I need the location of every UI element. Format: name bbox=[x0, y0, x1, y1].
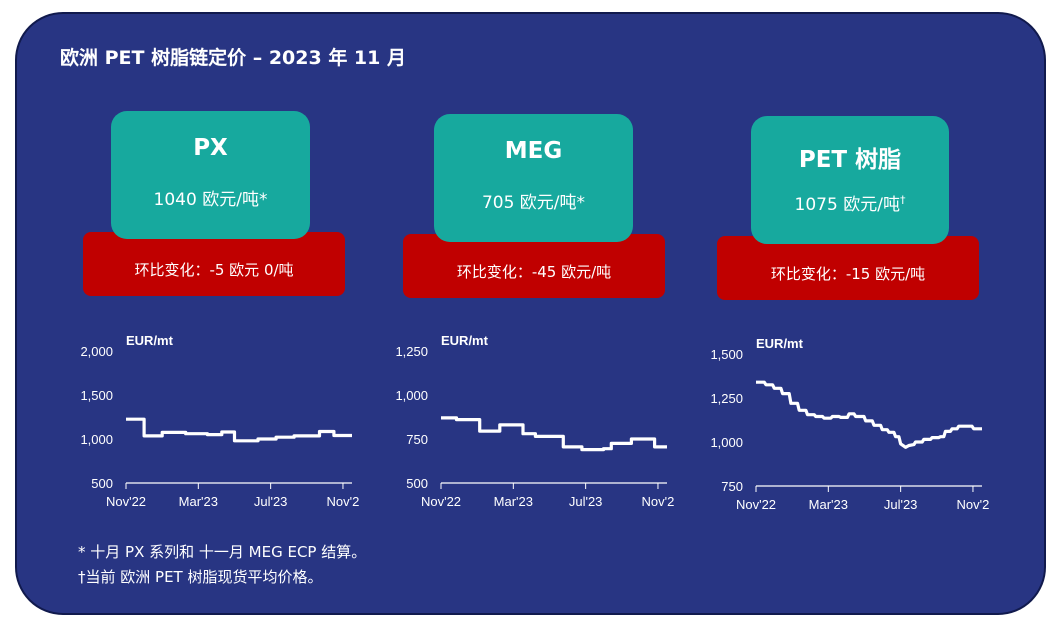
meg-price-chart: EUR/mt 500 750 1,000 1,250 Nov'22 Mar'23 Jul'23… bbox=[395, 333, 675, 509]
x-tick-label: Nov'22 bbox=[421, 494, 461, 509]
y-tick-label: 1,000 bbox=[710, 435, 743, 450]
x-tick-label: Jul'23 bbox=[254, 494, 288, 509]
y-tick-label: 750 bbox=[721, 479, 743, 494]
x-tick-label: Nov'22 bbox=[736, 497, 776, 512]
meg-change-text: 环比变化：-45 欧元/吨 bbox=[456, 263, 612, 281]
y-tick-label: 500 bbox=[91, 476, 113, 491]
price-series-line bbox=[126, 417, 352, 443]
pet-name: PET 树脂 bbox=[798, 147, 902, 173]
x-tick-label: Nov'2 bbox=[642, 494, 675, 509]
meg-name: MEG bbox=[504, 138, 563, 164]
y-tick-label: 1,000 bbox=[395, 388, 428, 403]
x-tick-label: Nov'2 bbox=[957, 497, 990, 512]
x-tick-label: Nov'2 bbox=[327, 494, 360, 509]
page-title: 欧洲 PET 树脂链定价 – 2023 年 11 月 bbox=[60, 47, 406, 69]
px-change-box: 环比变化：-5 欧元 0/吨 bbox=[83, 232, 345, 296]
x-tick-label: Nov'22 bbox=[106, 494, 146, 509]
y-tick-label: 750 bbox=[406, 432, 428, 447]
pet-price-card: PET 树脂 1075 欧元/吨† bbox=[751, 116, 949, 244]
px-price-chart: EUR/mt 500 1,000 1,500 2,000 Nov'22 Mar'23 Jul'… bbox=[80, 333, 360, 509]
px-price-card: PX 1040 欧元/吨* bbox=[111, 111, 310, 239]
footnote-1: * 十月 PX 系列和 十一月 MEG ECP 结算。 bbox=[78, 543, 367, 561]
x-tick-label: Jul'23 bbox=[569, 494, 603, 509]
pet-change-text: 环比变化：-15 欧元/吨 bbox=[770, 265, 926, 283]
y-axis-unit: EUR/mt bbox=[126, 333, 174, 348]
y-tick-label: 500 bbox=[406, 476, 428, 491]
y-tick-label: 1,500 bbox=[710, 347, 743, 362]
meg-price-card: MEG 705 欧元/吨* bbox=[434, 114, 633, 242]
meg-price: 705 欧元/吨* bbox=[434, 188, 633, 213]
x-tick-label: Mar'23 bbox=[809, 497, 848, 512]
px-name: PX bbox=[193, 135, 228, 161]
y-axis-unit: EUR/mt bbox=[441, 333, 489, 348]
footnote-2: †当前 欧洲 PET 树脂现货平均价格。 bbox=[78, 568, 323, 586]
pet-price: 1075 欧元/吨† bbox=[751, 190, 949, 215]
px-price: 1040 欧元/吨* bbox=[111, 185, 310, 210]
px-price-value: 1040 欧元/吨* bbox=[153, 190, 268, 210]
infographic-panel bbox=[15, 12, 1046, 615]
pet-price-value: 1075 欧元/吨 bbox=[794, 195, 900, 215]
y-tick-label: 1,000 bbox=[80, 432, 113, 447]
pet-change-box: 环比变化：-15 欧元/吨 bbox=[717, 236, 979, 300]
pet-price-mark: † bbox=[899, 193, 906, 207]
y-tick-label: 1,250 bbox=[710, 391, 743, 406]
price-series-line bbox=[441, 416, 667, 452]
x-tick-label: Jul'23 bbox=[884, 497, 918, 512]
x-tick-label: Mar'23 bbox=[494, 494, 533, 509]
y-tick-label: 1,500 bbox=[80, 388, 113, 403]
y-axis-unit: EUR/mt bbox=[756, 336, 804, 351]
pet-price-chart: EUR/mt 750 1,000 1,250 1,500 Nov'22 Mar'23 Jul'… bbox=[710, 336, 990, 512]
price-series-line bbox=[756, 380, 982, 449]
y-tick-label: 2,000 bbox=[80, 344, 113, 359]
px-change-text: 环比变化：-5 欧元 0/吨 bbox=[134, 261, 294, 279]
y-tick-label: 1,250 bbox=[395, 344, 428, 359]
x-tick-label: Mar'23 bbox=[179, 494, 218, 509]
meg-change-box: 环比变化：-45 欧元/吨 bbox=[403, 234, 665, 298]
meg-price-value: 705 欧元/吨* bbox=[481, 193, 586, 213]
